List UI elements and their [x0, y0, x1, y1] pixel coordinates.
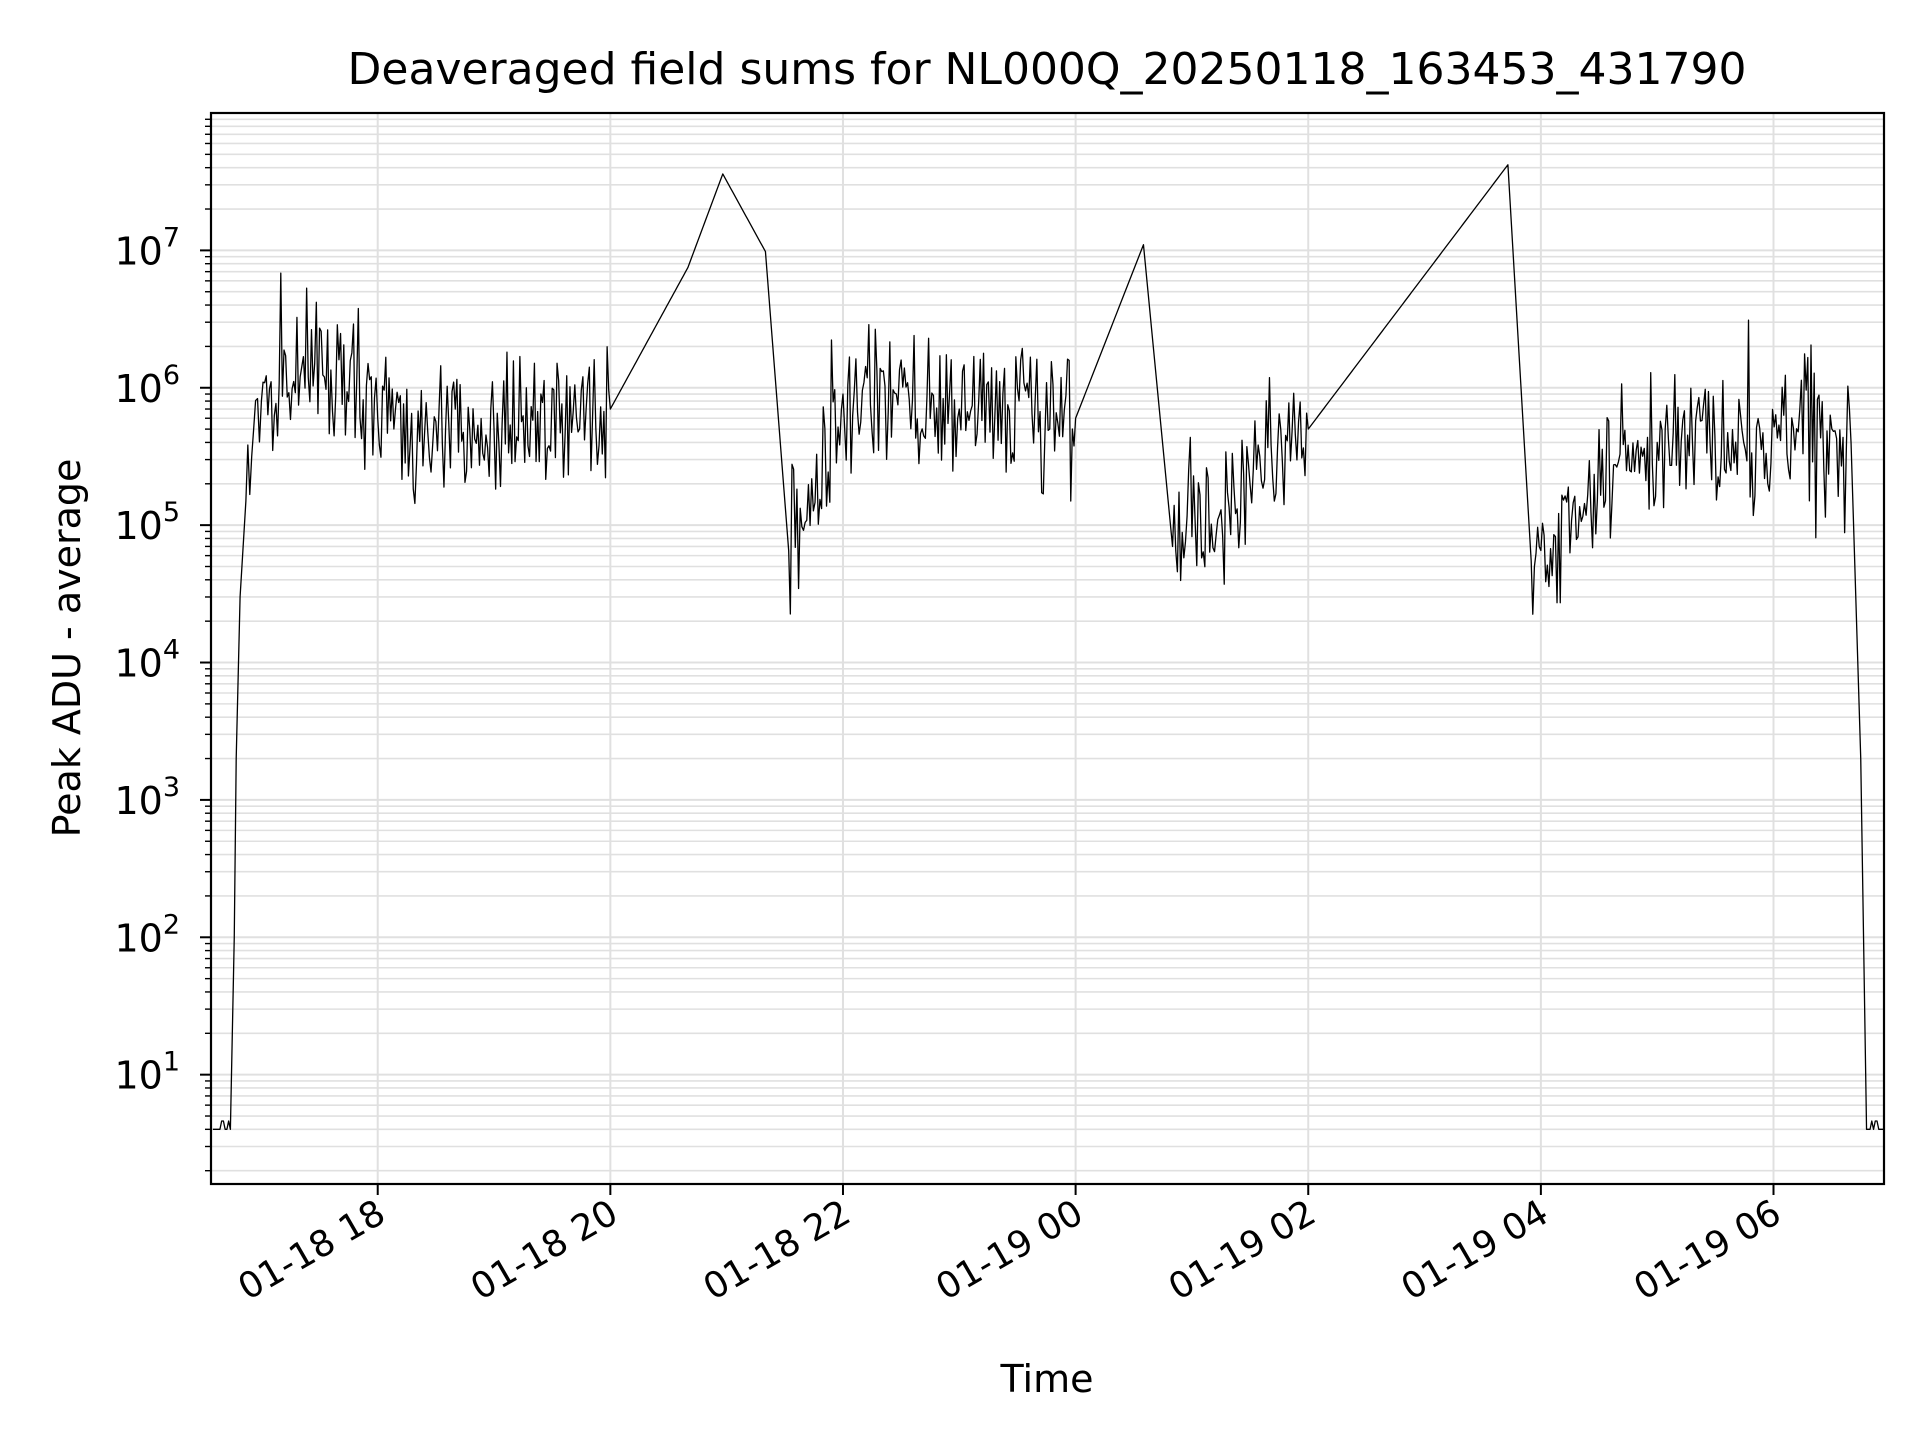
plot-frame — [209, 111, 1886, 1186]
chart-title: Deaveraged field sums for NL000Q_2025011… — [348, 44, 1747, 95]
y-axis-label: Peak ADU - average — [45, 459, 89, 838]
grid-major — [211, 113, 1884, 1184]
x-axis-label: Time — [1000, 1357, 1094, 1401]
grid-minor — [211, 118, 1884, 1172]
series-line-0 — [212, 164, 1884, 1130]
series-layer — [212, 164, 1884, 1130]
